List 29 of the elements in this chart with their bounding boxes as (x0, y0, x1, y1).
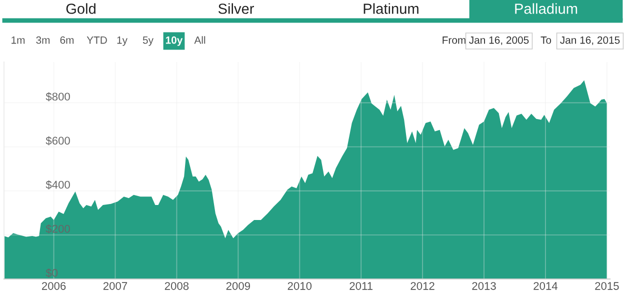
y-tick-label: $600 (46, 136, 70, 146)
text: Silver (218, 3, 254, 14)
x-tick-label: 2015 (595, 282, 619, 290)
x-tick-label: 2006 (42, 282, 66, 290)
x-tick-label: 2009 (226, 282, 250, 290)
text: Jan 16, 2005 (469, 36, 529, 46)
text: Platinum (364, 3, 418, 14)
x-tick-label: 2007 (103, 282, 128, 290)
text: 6m (60, 36, 74, 44)
text: All (194, 36, 206, 44)
y-tick-label: $800 (46, 92, 70, 102)
text: Jan 16, 2015 (560, 36, 620, 46)
x-tick-label: 2012 (410, 282, 434, 290)
text: 10y (166, 36, 183, 46)
text: 3m (36, 36, 50, 44)
x-tick-label: 2013 (472, 282, 496, 290)
text: YTD (86, 36, 107, 44)
x-tick-label: 2010 (288, 282, 312, 290)
text: Gold (66, 3, 96, 14)
text: 5y (142, 36, 154, 46)
x-tick-label: 2011 (350, 282, 372, 290)
x-tick-label: 2014 (534, 282, 558, 290)
x-tick-label: 2008 (164, 282, 189, 290)
text: From (442, 36, 466, 44)
y-tick-label: $400 (46, 180, 70, 190)
text: Palladium (515, 3, 578, 14)
text: 1m (12, 36, 25, 44)
text: To (540, 36, 552, 44)
text: 1y (117, 36, 128, 46)
